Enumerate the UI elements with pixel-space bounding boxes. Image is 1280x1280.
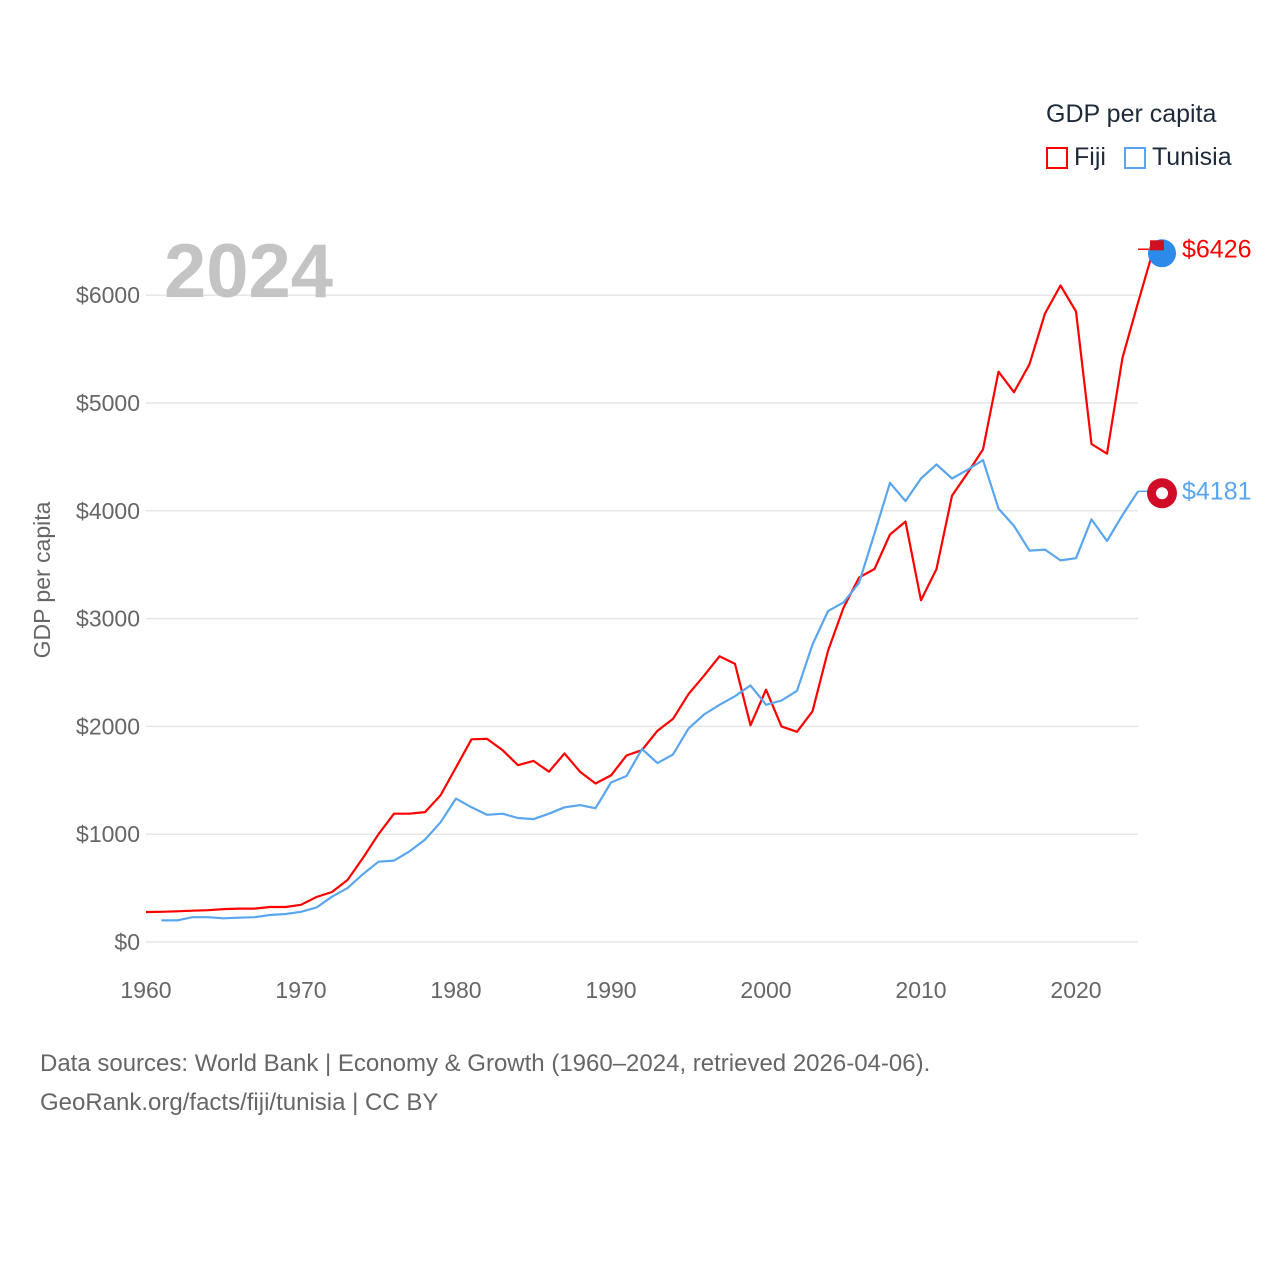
end-value-label: $4181: [1182, 477, 1252, 505]
legend-swatch-fiji: [1046, 146, 1068, 169]
y-tick-label: $4000: [76, 498, 140, 524]
tunisia-flag-disc: [1156, 487, 1168, 500]
legend-label-fiji: Fiji: [1074, 143, 1106, 171]
legend-item-fiji[interactable]: Fiji: [1046, 143, 1106, 172]
year-label: 2024: [164, 229, 334, 314]
x-tick-label: 1960: [120, 977, 171, 1003]
legend-item-tunisia[interactable]: Tunisia: [1123, 143, 1232, 172]
fiji-flag-canton: [1150, 240, 1164, 251]
source-link[interactable]: GeoRank.org/facts/fiji/tunisia | CC BY: [40, 1089, 439, 1116]
x-tick-label: 2020: [1050, 977, 1101, 1003]
legend-label-tunisia: Tunisia: [1151, 143, 1232, 171]
legend: Fiji Tunisia: [1046, 143, 1232, 172]
series-line-tunisia: [161, 459, 1139, 922]
y-tick-label: $1000: [76, 821, 140, 847]
x-tick-label: 1990: [585, 977, 636, 1003]
y-tick-label: $3000: [76, 606, 140, 632]
y-axis-label: GDP per capita: [29, 501, 55, 658]
y-tick-label: $0: [114, 929, 140, 955]
data-source-text: Data sources: World Bank | Economy & Gro…: [40, 1050, 931, 1077]
legend-title: GDP per capita: [1046, 100, 1217, 128]
y-tick-label: $2000: [76, 713, 140, 739]
footer: Data sources: World Bank | Economy & Gro…: [40, 1044, 930, 1122]
series-line-fiji: [145, 248, 1155, 914]
y-tick-label: $5000: [76, 390, 140, 416]
legend-swatch-tunisia: [1123, 146, 1146, 169]
x-tick-label: 2000: [740, 977, 791, 1003]
y-tick-label: $6000: [76, 282, 140, 308]
x-tick-label: 1970: [275, 977, 326, 1003]
x-tick-label: 1980: [430, 977, 481, 1003]
x-tick-label: 2010: [895, 977, 946, 1003]
end-value-label: $6426: [1182, 235, 1252, 263]
